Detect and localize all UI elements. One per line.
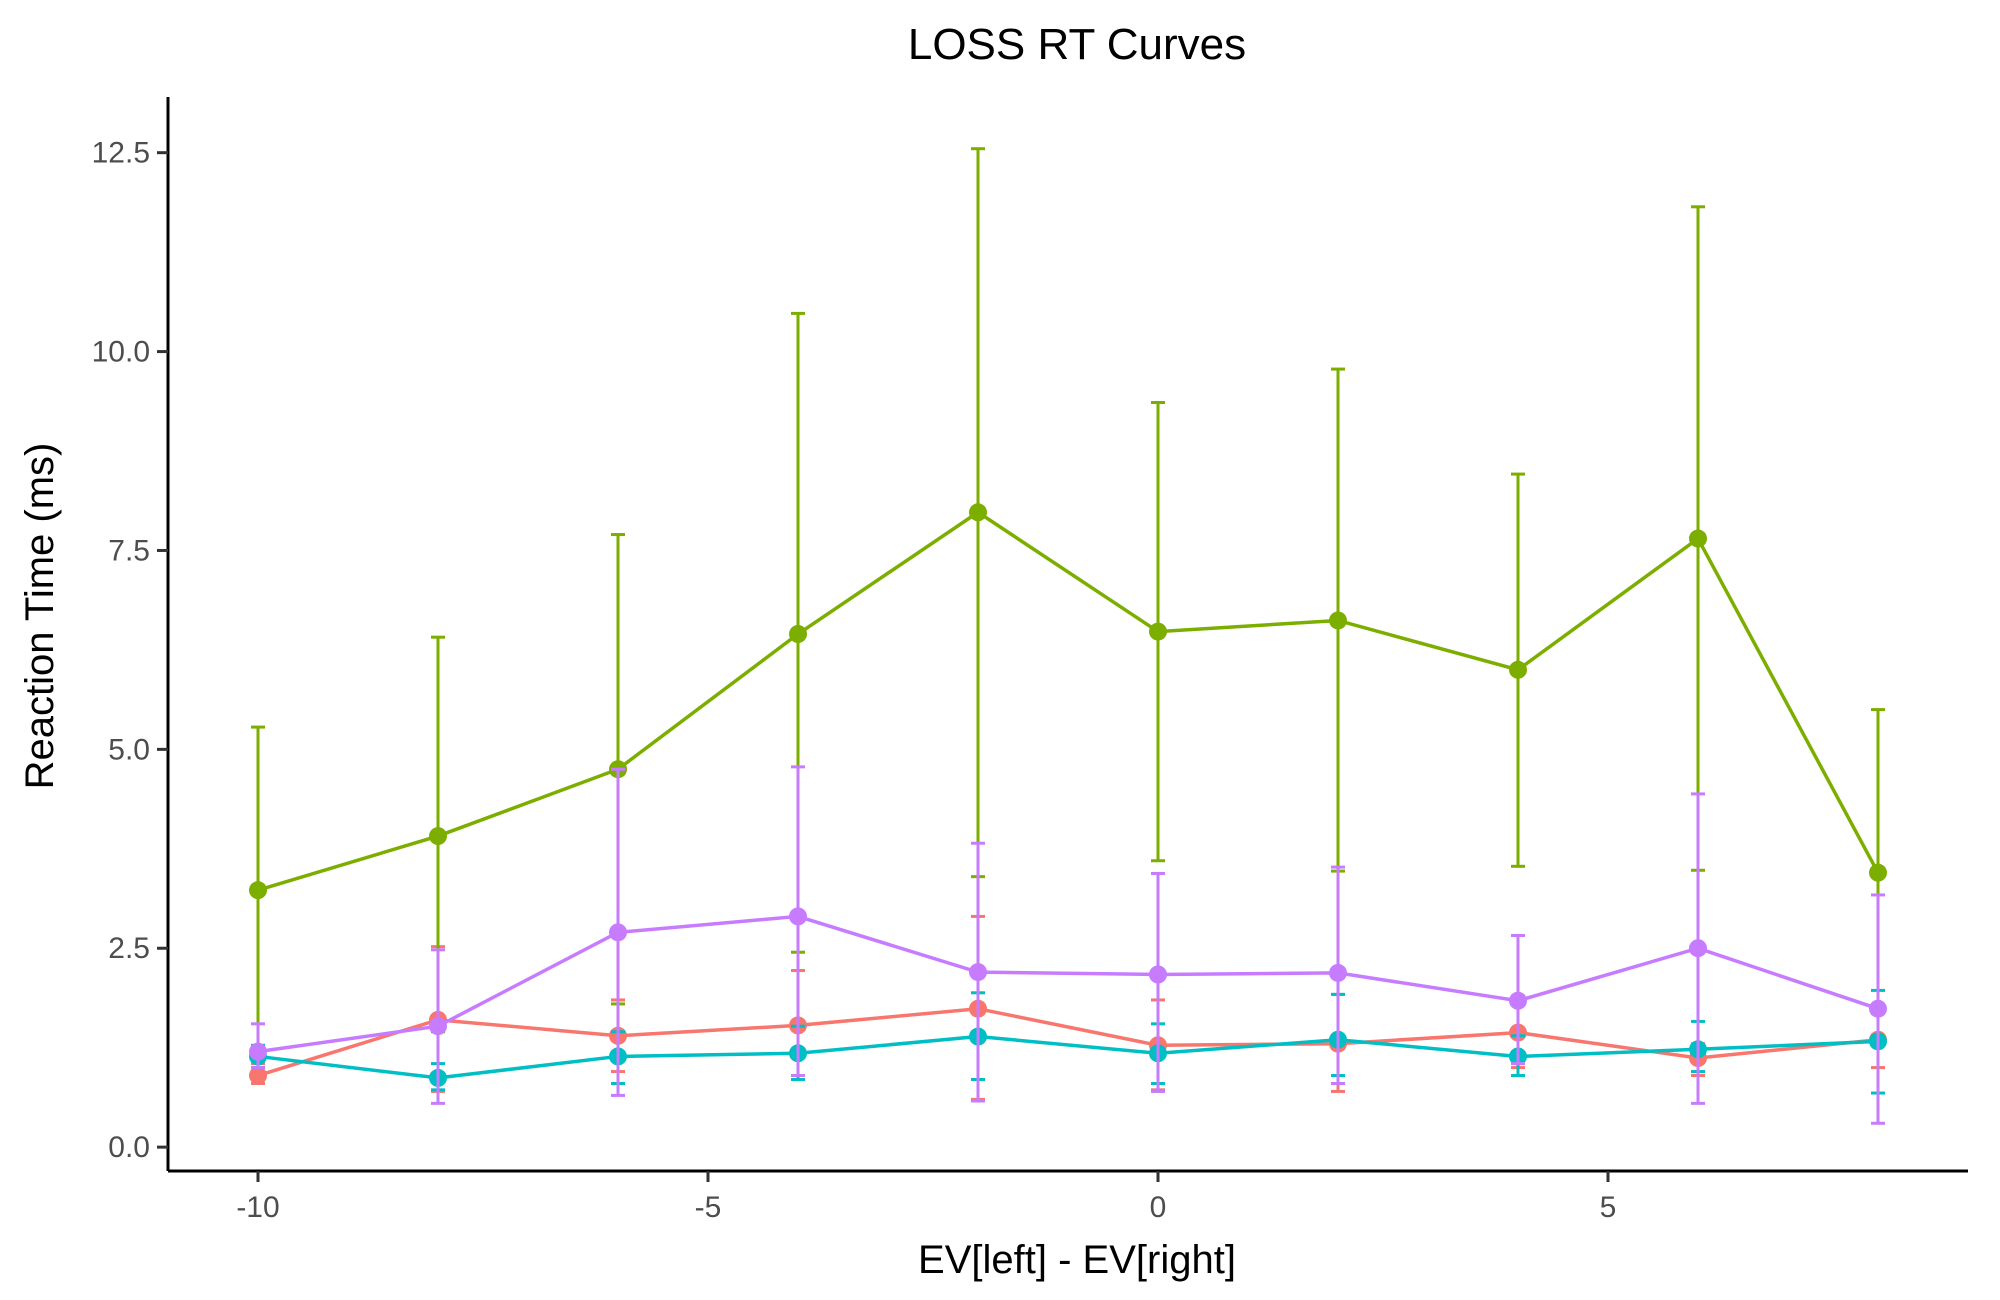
- y-tick-label: 7.5: [108, 534, 150, 567]
- series-3: [249, 765, 1887, 1125]
- y-tick-label: 5.0: [108, 733, 150, 766]
- series-line: [257, 914, 1879, 1054]
- data-point: [1329, 611, 1347, 630]
- y-tick-label: 12.5: [92, 137, 150, 170]
- data-point: [429, 827, 447, 846]
- data-point: [1869, 999, 1887, 1018]
- data-point: [429, 1017, 447, 1036]
- data-point: [789, 625, 807, 643]
- series-2: [249, 988, 1887, 1095]
- series-line: [257, 1034, 1879, 1080]
- data-point: [789, 907, 807, 926]
- data-point: [249, 881, 267, 900]
- data-point: [1869, 863, 1887, 882]
- data-point: [969, 503, 987, 522]
- data-point: [1509, 660, 1527, 679]
- data-point: [249, 1066, 267, 1085]
- data-point: [609, 923, 627, 942]
- data-point: [1689, 939, 1707, 958]
- y-axis-title: Reaction Time (ms): [18, 443, 62, 790]
- data-point: [1149, 622, 1167, 641]
- x-tick-label: 0: [1150, 1191, 1167, 1224]
- y-tick-label: 0.0: [108, 1131, 150, 1164]
- data-point: [1329, 963, 1347, 982]
- x-axis-ticks: -10 -5 0 5: [236, 1171, 1616, 1224]
- y-tick-label: 10.0: [92, 336, 150, 369]
- chart-title: LOSS RT Curves: [908, 20, 1246, 69]
- x-tick-label: -10: [236, 1191, 279, 1224]
- y-tick-label: 2.5: [108, 932, 150, 965]
- series-1: [249, 147, 1887, 1054]
- x-axis-title: EV[left] - EV[right]: [918, 1238, 1236, 1282]
- data-point: [1509, 991, 1527, 1010]
- data-point: [249, 1042, 267, 1061]
- plot-area: [249, 147, 1887, 1125]
- series-line: [257, 510, 1880, 892]
- x-tick-label: -5: [695, 1191, 722, 1224]
- data-point: [1689, 529, 1707, 548]
- data-point: [969, 963, 987, 982]
- x-tick-label: 5: [1600, 1191, 1617, 1224]
- data-point: [1149, 965, 1167, 984]
- series-line: [257, 1006, 1879, 1078]
- y-axis-ticks: 0.0 2.5 5.0 7.5 10.0 12.5: [92, 137, 168, 1164]
